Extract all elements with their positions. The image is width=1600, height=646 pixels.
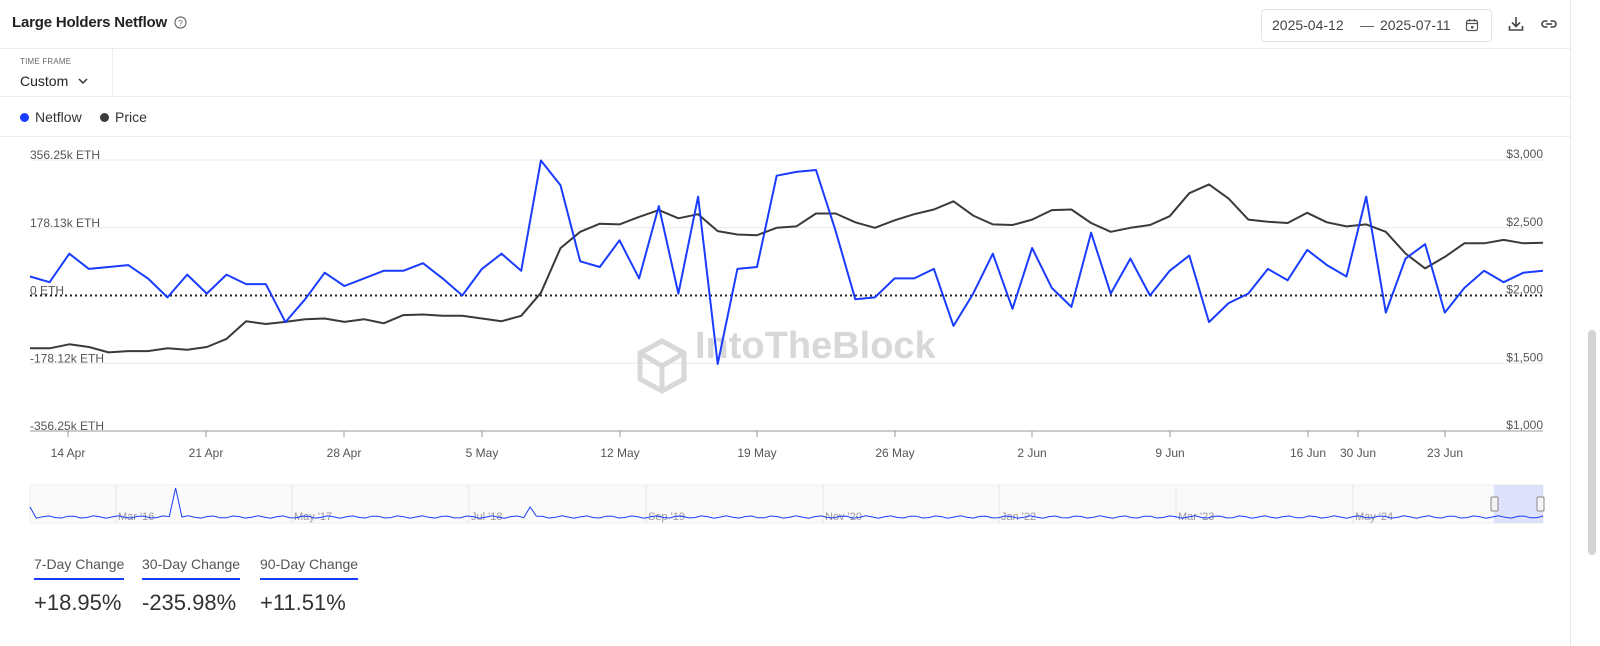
x-tick-label: 23 Jun [1427, 446, 1463, 460]
x-tick-label: 26 May [875, 446, 914, 460]
legend-item-price[interactable]: Price [100, 109, 147, 125]
y-left-tick-label: -178.12k ETH [30, 351, 104, 365]
timeframe-selector[interactable] [0, 48, 113, 96]
navigator-label: Jan '22 [1001, 511, 1036, 523]
change-30-day-value: -235.98% [142, 590, 237, 615]
y-right-tick-label: $2,000 [1506, 283, 1543, 297]
timeframe-label: TIME FRAME [20, 57, 72, 66]
change-90-day-value: +11.51% [260, 590, 346, 615]
netflow-price-chart[interactable]: IntoTheBlock 356.25k ETH 178.13k ETH 0 ETH… [0, 136, 1570, 536]
navigator-label: May '17 [294, 511, 332, 523]
change-7-day-value: +18.95% [34, 590, 122, 615]
range-navigator[interactable]: Mar '16 May '17 Jul '18 Sep '19 Nov '20 Jan '… [29, 484, 1545, 524]
date-end[interactable]: 2025-07-11 [1380, 17, 1451, 33]
y-left-tick-label: 0 ETH [30, 284, 64, 298]
navigator-line [29, 487, 1544, 519]
change-7-day-label[interactable]: 7-Day Change [34, 556, 125, 580]
timeframe-row-divider [0, 96, 1570, 97]
y-right-tick-label: $3,000 [1506, 147, 1543, 161]
change-90-day-label[interactable]: 90-Day Change [260, 556, 359, 580]
x-tick-label: 28 Apr [327, 446, 362, 460]
change-30-day[interactable]: 30-Day Change -235.98% [142, 556, 241, 616]
legend-dot-price [100, 113, 109, 122]
calendar-icon[interactable] [1465, 18, 1479, 32]
x-tick-label: 21 Apr [189, 446, 224, 460]
watermark: IntoTheBlock [637, 325, 937, 394]
chart-title: Large Holders Netflow [12, 14, 167, 31]
download-icon[interactable] [1507, 15, 1525, 33]
watermark-text: IntoTheBlock [695, 325, 937, 367]
navigator-label: Nov '20 [825, 511, 862, 523]
x-tick-label: 19 May [737, 446, 776, 460]
chevron-down-icon[interactable] [78, 77, 88, 85]
legend-item-netflow[interactable]: Netflow [20, 109, 82, 125]
y-right-tick-label: $2,500 [1506, 215, 1543, 229]
page-scrollbar[interactable] [1588, 330, 1596, 555]
change-90-day[interactable]: 90-Day Change +11.51% [260, 556, 359, 616]
change-30-day-label[interactable]: 30-Day Change [142, 556, 241, 580]
x-tick-label: 5 May [466, 446, 499, 460]
legend-dot-netflow [20, 113, 29, 122]
x-tick-label: 16 Jun [1290, 446, 1326, 460]
series-line-price[interactable] [30, 183, 1544, 354]
y-left-tick-label: 178.13k ETH [30, 216, 100, 230]
link-icon[interactable] [1540, 15, 1558, 33]
y-right-tick-label: $1,000 [1506, 418, 1543, 432]
legend-label-netflow: Netflow [35, 109, 82, 125]
navigator-handle[interactable] [1490, 496, 1499, 512]
y-left-tick-label: 356.25k ETH [30, 148, 100, 162]
navigator-label: Sep '19 [648, 511, 685, 523]
series-line-netflow[interactable] [29, 159, 1544, 365]
y-left-tick-label: -356.25k ETH [30, 419, 104, 433]
x-tick-label: 30 Jun [1340, 446, 1376, 460]
y-right-tick-label: $1,500 [1506, 350, 1543, 364]
x-tick-label: 9 Jun [1155, 446, 1184, 460]
timeframe-value[interactable]: Custom [20, 73, 69, 89]
navigator-handle[interactable] [1536, 496, 1545, 512]
svg-text:?: ? [178, 18, 183, 28]
navigator-selection[interactable] [1494, 485, 1543, 523]
card-header: Large Holders Netflow ? 2025-04-12 — 202… [0, 0, 1570, 49]
help-icon[interactable]: ? [174, 16, 187, 29]
navigator-label: Mar '23 [1178, 511, 1214, 523]
legend-label-price: Price [115, 109, 147, 125]
x-tick-label: 12 May [600, 446, 639, 460]
date-range-picker[interactable]: 2025-04-12 — 2025-07-11 [1261, 9, 1492, 42]
date-separator: — [1360, 17, 1374, 33]
x-tick-label: 14 Apr [51, 446, 86, 460]
chart-legend: Netflow Price [0, 96, 1570, 137]
change-7-day[interactable]: 7-Day Change +18.95% [34, 556, 125, 616]
x-tick-label: 2 Jun [1017, 446, 1046, 460]
date-start[interactable]: 2025-04-12 [1272, 17, 1344, 33]
